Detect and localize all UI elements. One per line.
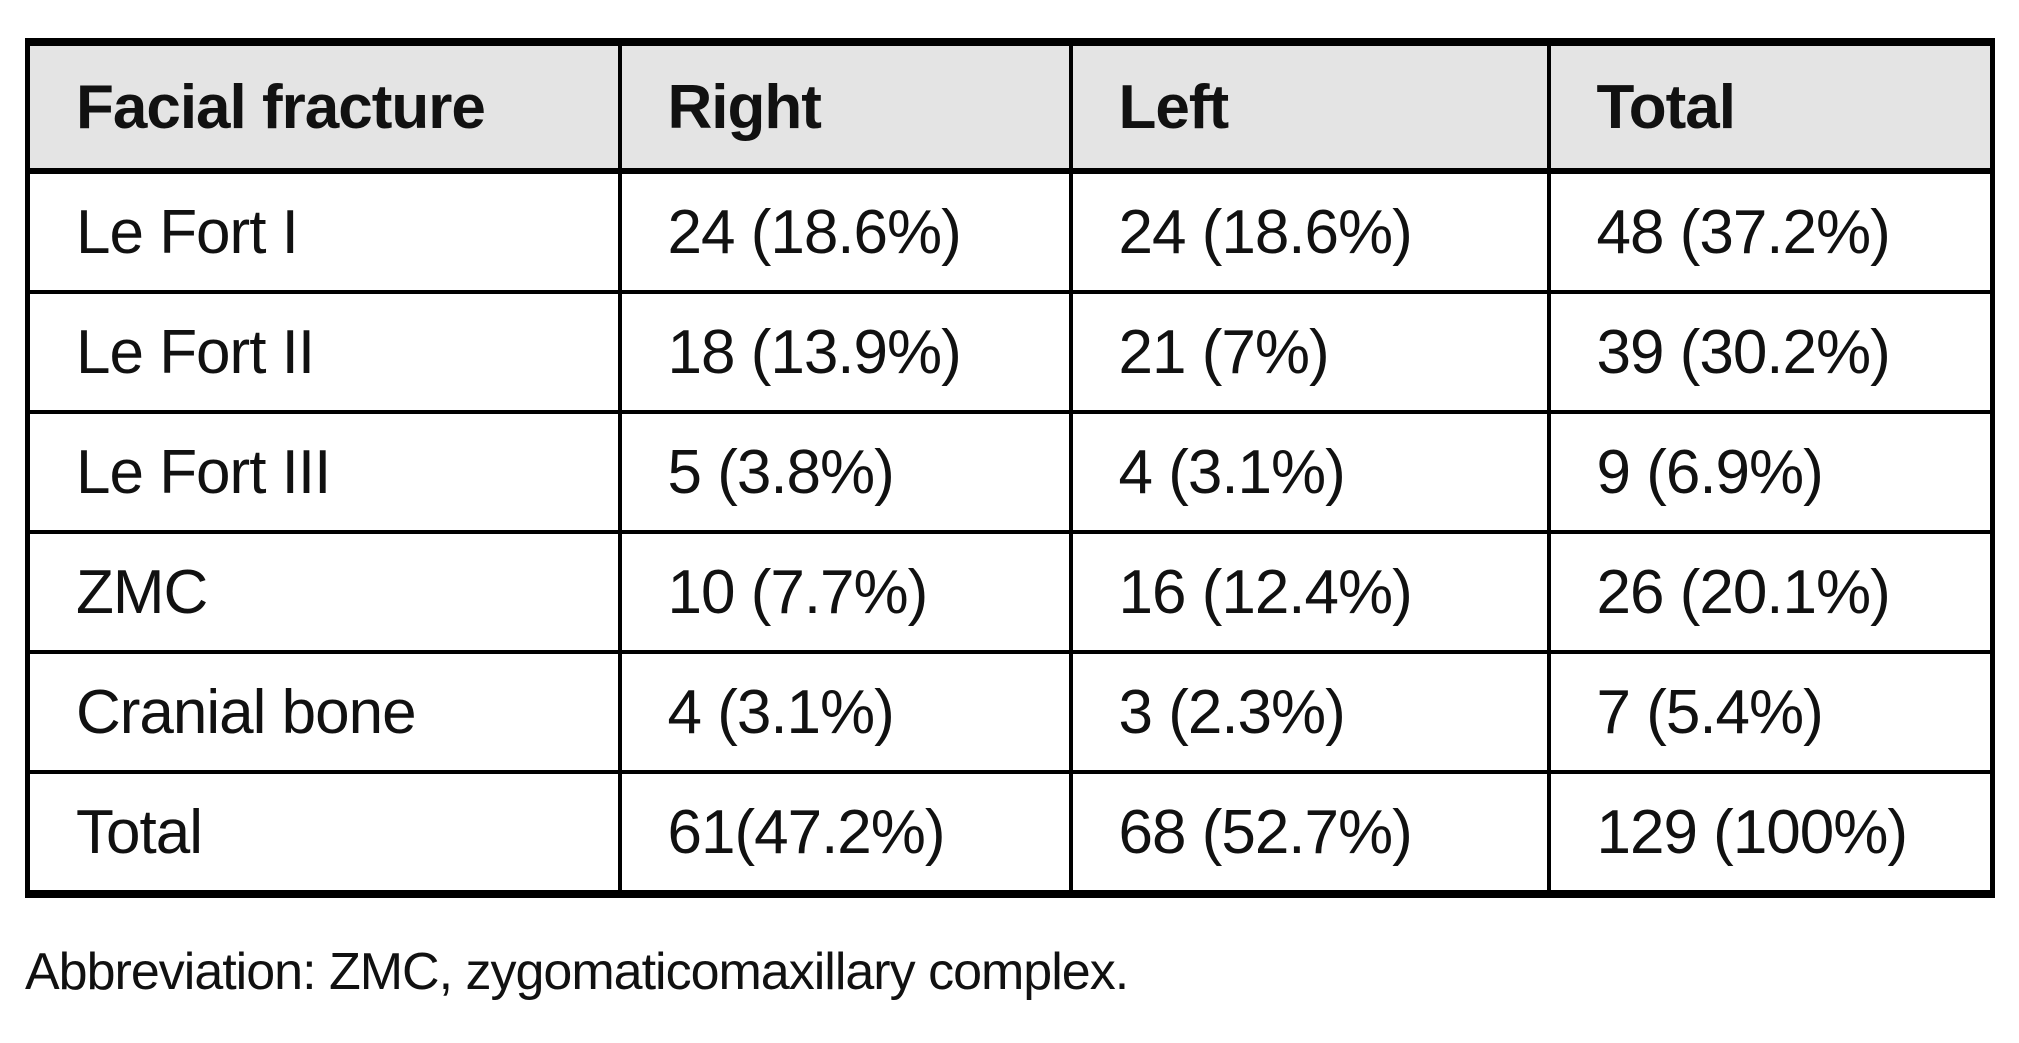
row-label-cell: ZMC bbox=[25, 530, 622, 654]
column-header-right: Right bbox=[617, 40, 1073, 174]
data-cell: 4 (3.1%) bbox=[1068, 410, 1551, 534]
table-header-row: Facial fracture Right Left Total bbox=[25, 40, 1995, 174]
row-label-cell: Le Fort III bbox=[25, 410, 622, 534]
table-row: Le Fort III 5 (3.8%) 4 (3.1%) 9 (6.9%) bbox=[25, 410, 1995, 534]
data-cell: 7 (5.4%) bbox=[1546, 650, 1995, 774]
data-cell: 16 (12.4%) bbox=[1068, 530, 1551, 654]
data-cell: 10 (7.7%) bbox=[617, 530, 1073, 654]
data-cell: 3 (2.3%) bbox=[1068, 650, 1551, 774]
row-label-cell: Le Fort I bbox=[25, 169, 622, 294]
data-cell: 68 (52.7%) bbox=[1068, 770, 1551, 896]
column-header-left: Left bbox=[1068, 40, 1551, 174]
table-row: Cranial bone 4 (3.1%) 3 (2.3%) 7 (5.4%) bbox=[25, 650, 1995, 774]
data-cell: 24 (18.6%) bbox=[617, 169, 1073, 294]
data-cell: 24 (18.6%) bbox=[1068, 169, 1551, 294]
table-row: ZMC 10 (7.7%) 16 (12.4%) 26 (20.1%) bbox=[25, 530, 1995, 654]
column-header-total: Total bbox=[1546, 40, 1995, 174]
column-header-facial-fracture: Facial fracture bbox=[25, 40, 622, 174]
data-cell: 39 (30.2%) bbox=[1546, 290, 1995, 414]
row-label-cell: Cranial bone bbox=[25, 650, 622, 774]
table-row: Le Fort I 24 (18.6%) 24 (18.6%) 48 (37.2… bbox=[25, 169, 1995, 294]
row-label-cell: Le Fort II bbox=[25, 290, 622, 414]
data-cell: 21 (7%) bbox=[1068, 290, 1551, 414]
abbreviation-footnote: Abbreviation: ZMC, zygomaticomaxillary c… bbox=[25, 943, 1129, 1001]
data-cell: 5 (3.8%) bbox=[617, 410, 1073, 534]
data-cell: 129 (100%) bbox=[1546, 770, 1995, 896]
data-cell: 18 (13.9%) bbox=[617, 290, 1073, 414]
row-label-cell: Total bbox=[25, 770, 622, 896]
data-cell: 4 (3.1%) bbox=[617, 650, 1073, 774]
data-cell: 48 (37.2%) bbox=[1546, 169, 1995, 294]
table-total-row: Total 61(47.2%) 68 (52.7%) 129 (100%) bbox=[25, 770, 1995, 896]
data-cell: 26 (20.1%) bbox=[1546, 530, 1995, 654]
data-cell: 9 (6.9%) bbox=[1546, 410, 1995, 534]
table-row: Le Fort II 18 (13.9%) 21 (7%) 39 (30.2%) bbox=[25, 290, 1995, 414]
data-cell: 61(47.2%) bbox=[617, 770, 1073, 896]
facial-fracture-table: Facial fracture Right Left Total Le Fort… bbox=[25, 38, 1995, 898]
